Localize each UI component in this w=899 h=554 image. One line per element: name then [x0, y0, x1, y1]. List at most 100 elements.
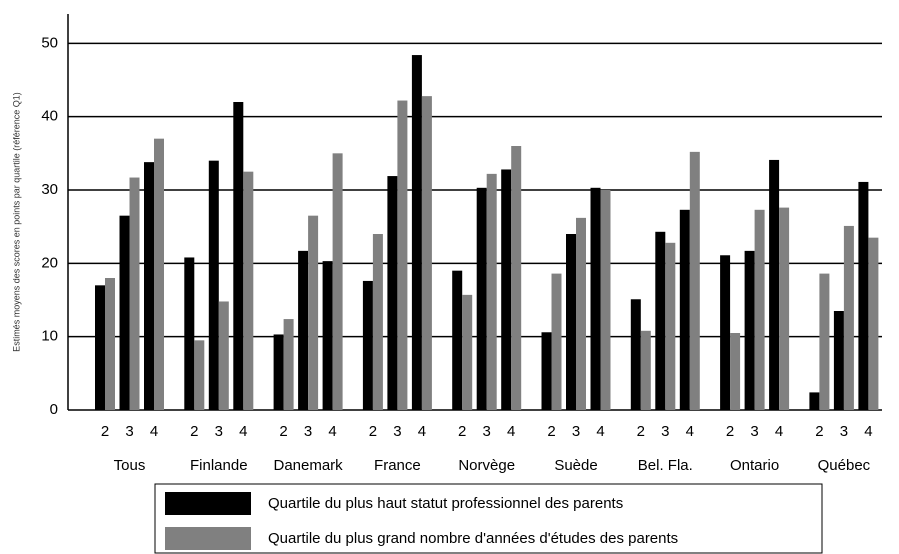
- y-tick-label: 30: [41, 181, 58, 198]
- group-label: Norvège: [458, 457, 515, 474]
- x-tick-label: 3: [125, 423, 133, 440]
- bar: [332, 153, 343, 411]
- bar: [105, 278, 115, 410]
- group-label: Tous: [114, 457, 146, 474]
- bar: [308, 215, 319, 410]
- x-tick-label: 2: [726, 423, 734, 440]
- x-tick-label: 2: [547, 423, 555, 440]
- bar: [511, 146, 522, 410]
- y-tick-label: 40: [41, 108, 58, 125]
- bar: [283, 319, 294, 410]
- bar: [665, 242, 676, 410]
- bar: [833, 311, 844, 410]
- x-tick-label: 3: [661, 423, 669, 440]
- x-tick-label: 3: [393, 423, 401, 440]
- legend-label: Quartile du plus haut statut professionn…: [268, 495, 623, 512]
- x-tick-label: 3: [215, 423, 223, 440]
- x-tick-label: 4: [596, 423, 604, 440]
- y-tick-label: 10: [41, 328, 58, 345]
- x-tick-label: 3: [750, 423, 758, 440]
- x-tick-label: 4: [150, 423, 158, 440]
- bar: [194, 340, 205, 410]
- x-tick-label: 4: [686, 423, 694, 440]
- bar: [501, 169, 512, 410]
- x-tick-label: 2: [637, 423, 645, 440]
- bar: [421, 96, 432, 410]
- x-tick-label: 2: [101, 423, 109, 440]
- bar: [119, 215, 130, 410]
- x-tick-label: 2: [190, 423, 198, 440]
- bar: [744, 250, 755, 410]
- bar: [397, 100, 408, 411]
- x-tick-label: 2: [369, 423, 377, 440]
- bar: [819, 273, 830, 410]
- bar: [566, 234, 576, 410]
- legend-swatch: [165, 492, 251, 515]
- bar: [640, 330, 651, 410]
- x-tick-label: 4: [864, 423, 872, 440]
- bar: [843, 225, 854, 410]
- legend-box: [154, 483, 823, 554]
- bar: [372, 234, 383, 410]
- bar: [858, 181, 869, 410]
- x-tick-label: 4: [418, 423, 426, 440]
- bar: [362, 280, 373, 410]
- x-tick-label: 4: [507, 423, 515, 440]
- bar: [233, 102, 244, 410]
- y-tick-label: 0: [50, 401, 58, 418]
- bar: [720, 255, 731, 410]
- bar: [779, 207, 790, 410]
- group-label: Ontario: [730, 457, 779, 474]
- legend-swatch: [165, 527, 251, 550]
- x-tick-label: 4: [328, 423, 336, 440]
- bar: [218, 301, 229, 410]
- bar: [411, 55, 422, 411]
- bar: [551, 273, 562, 410]
- x-tick-label: 3: [840, 423, 848, 440]
- bar: [655, 231, 666, 410]
- bar: [730, 333, 741, 410]
- y-tick-label: 50: [41, 34, 58, 51]
- bar: [486, 173, 497, 410]
- bar: [576, 217, 586, 410]
- bar: [129, 177, 140, 410]
- y-axis-label: Estimés moyens des scores en points par …: [11, 92, 21, 352]
- bar: [298, 250, 309, 410]
- y-tick-label: 20: [41, 254, 58, 271]
- x-tick-label: 3: [304, 423, 312, 440]
- x-tick-label: 3: [572, 423, 580, 440]
- legend-label: Quartile du plus grand nombre d'années d…: [268, 530, 678, 547]
- bar: [184, 257, 195, 410]
- x-tick-label: 4: [775, 423, 783, 440]
- group-label: Danemark: [273, 457, 343, 474]
- group-label: Bel. Fla.: [638, 457, 693, 474]
- bar: [452, 270, 463, 410]
- x-tick-label: 4: [239, 423, 247, 440]
- bar: [809, 392, 820, 410]
- bar: [154, 138, 164, 410]
- group-label: France: [374, 457, 421, 474]
- bar: [144, 162, 154, 410]
- bar: [868, 237, 879, 410]
- group-label: Québec: [818, 457, 871, 474]
- bar: [679, 209, 690, 410]
- bar: [462, 294, 473, 410]
- x-tick-label: 2: [815, 423, 823, 440]
- bar: [630, 299, 641, 410]
- bar: [541, 332, 552, 410]
- bar: [208, 160, 219, 410]
- x-tick-label: 2: [458, 423, 466, 440]
- bar: [754, 209, 765, 410]
- bar: [95, 285, 105, 410]
- bar: [600, 190, 611, 410]
- x-tick-label: 3: [483, 423, 491, 440]
- bar: [387, 176, 398, 410]
- bar: [243, 171, 254, 410]
- bar: [476, 187, 487, 410]
- x-tick-label: 2: [279, 423, 287, 440]
- group-label: Suède: [554, 457, 597, 474]
- group-label: Finlande: [190, 457, 248, 474]
- bar: [322, 261, 333, 410]
- bar: [769, 159, 780, 410]
